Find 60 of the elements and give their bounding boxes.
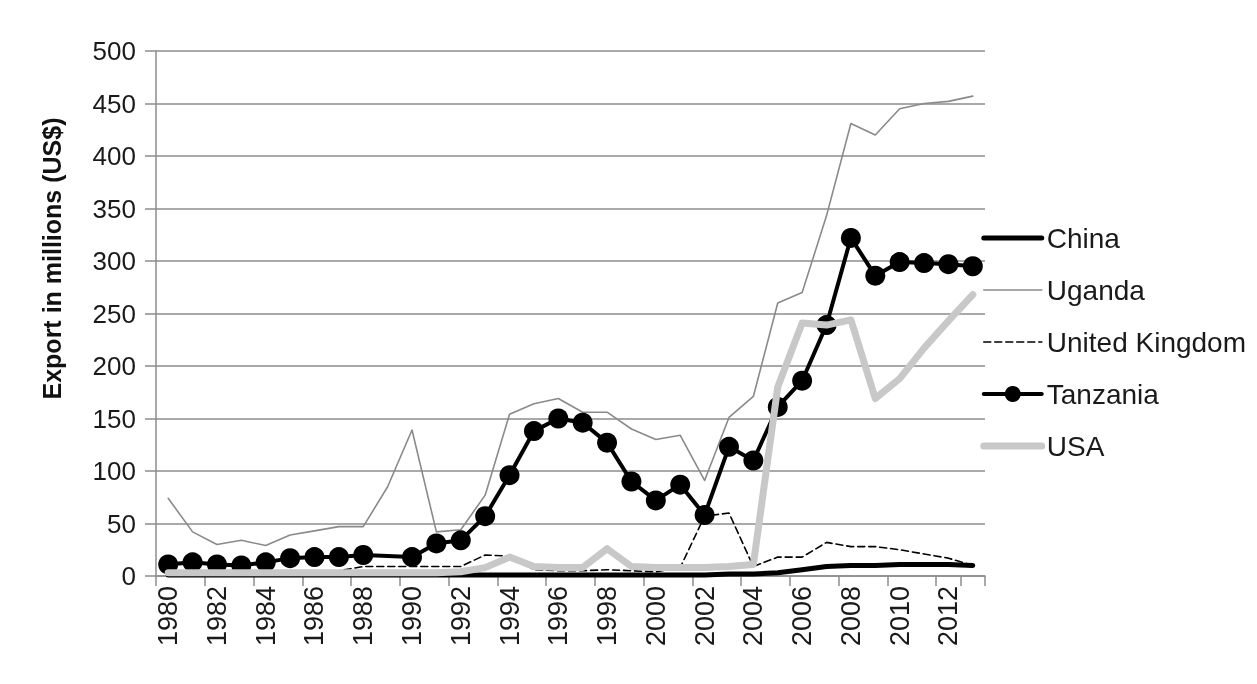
x-tick-label: 2004 <box>738 586 769 647</box>
point <box>353 545 374 565</box>
point <box>694 505 715 526</box>
point <box>889 252 910 273</box>
point <box>475 506 496 527</box>
point <box>523 421 544 442</box>
y-tick-label: 50 <box>107 508 136 539</box>
point <box>597 432 618 453</box>
x-tick-label: 1980 <box>153 586 184 647</box>
y-tick-label: 450 <box>92 88 136 119</box>
y-tick-label: 400 <box>92 141 136 171</box>
x-tick-label: 1996 <box>543 586 574 647</box>
legend-label: United Kingdom <box>1046 326 1247 358</box>
x-tick-label: 1994 <box>494 586 525 647</box>
y-tick-label: 300 <box>92 246 136 276</box>
y-tick-label: 0 <box>121 561 136 591</box>
point <box>304 547 325 568</box>
x-tick-label: 2008 <box>835 586 866 647</box>
x-tick-label: 2002 <box>689 586 720 647</box>
legend-label: China <box>1046 222 1121 254</box>
y-tick-label: 250 <box>92 298 136 329</box>
x-tick-label: 1982 <box>201 586 232 647</box>
point <box>572 412 593 433</box>
point <box>328 547 349 568</box>
point <box>865 265 886 286</box>
point <box>402 547 423 568</box>
legend-label: Uganda <box>1046 274 1146 306</box>
x-tick-label: 1992 <box>445 586 476 647</box>
point <box>719 436 739 457</box>
x-tick-label: 2006 <box>787 586 818 647</box>
y-tick-label: 200 <box>92 351 136 381</box>
point <box>548 408 569 429</box>
x-tick-label: 2012 <box>933 586 964 647</box>
point <box>645 490 666 511</box>
point <box>670 474 691 495</box>
x-tick-label: 1986 <box>299 586 330 647</box>
legend-label: USA <box>1046 430 1105 462</box>
y-tick-label: 500 <box>92 36 136 66</box>
point <box>621 471 642 492</box>
point <box>450 530 471 551</box>
point <box>938 254 959 275</box>
point <box>914 253 935 274</box>
point <box>962 256 983 277</box>
legend-label: Tanzania <box>1046 378 1160 410</box>
y-tick-label: 100 <box>92 456 136 486</box>
x-tick-label: 1990 <box>397 586 428 647</box>
x-tick-label: 2000 <box>640 586 671 647</box>
x-tick-label: 2010 <box>884 586 915 647</box>
point <box>743 450 764 471</box>
point <box>792 370 813 391</box>
point <box>280 548 301 569</box>
point <box>840 227 861 248</box>
y-axis-title: Export in millions (US$) <box>37 117 66 400</box>
point <box>499 465 520 486</box>
x-tick-label: 1988 <box>348 586 379 647</box>
x-tick-label: 1998 <box>592 586 623 647</box>
y-tick-label: 350 <box>92 193 136 224</box>
y-tick-label: 150 <box>92 403 136 434</box>
point <box>426 533 447 554</box>
x-tick-label: 1984 <box>250 586 281 647</box>
